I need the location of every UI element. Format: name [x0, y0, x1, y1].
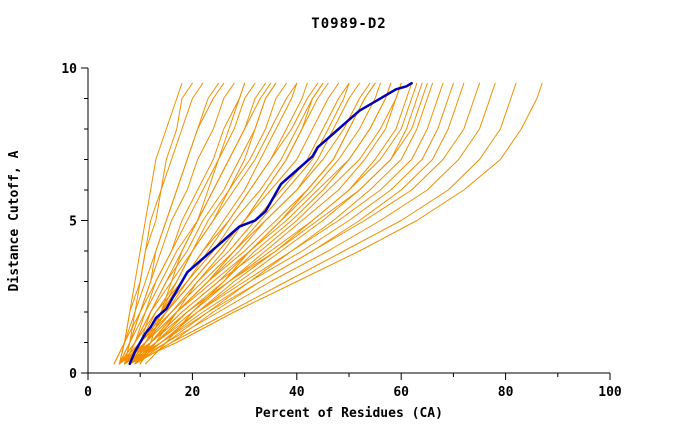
model-line	[118, 82, 428, 365]
x-axis-label: Percent of Residues (CA)	[255, 406, 443, 421]
chart-title: T0989-D2	[311, 16, 386, 32]
x-tick-label: 100	[598, 385, 622, 400]
model-line	[118, 82, 298, 365]
model-line	[118, 82, 319, 365]
model-line	[118, 82, 204, 365]
x-tick-label: 60	[393, 385, 409, 400]
model-line	[129, 82, 423, 365]
model-line	[134, 82, 465, 365]
model-line	[134, 82, 277, 365]
model-line	[124, 82, 402, 365]
y-axis-label: Distance Cutoff, A	[7, 150, 22, 291]
model-line	[118, 82, 392, 365]
model-line	[124, 82, 193, 365]
model-line	[124, 82, 480, 365]
x-tick-label: 40	[289, 385, 305, 400]
model-line	[139, 82, 324, 365]
model-line	[118, 82, 340, 365]
y-tick-label: 5	[69, 215, 77, 230]
model-line	[129, 82, 543, 365]
model-line	[134, 82, 434, 365]
model-line	[113, 82, 225, 365]
model-line	[129, 82, 496, 365]
x-tick-label: 0	[84, 385, 92, 400]
model-line	[139, 82, 246, 365]
model-line	[118, 82, 235, 365]
plot-area: 0 20 40 60 80 100 0 5 10	[61, 62, 622, 400]
highlight-line	[128, 82, 413, 366]
y-tick-label: 10	[61, 62, 77, 77]
model-line	[144, 82, 376, 365]
x-tick-label: 20	[185, 385, 201, 400]
model-line	[129, 82, 402, 365]
model-line	[124, 82, 246, 365]
model-line	[129, 82, 454, 365]
model-line	[113, 82, 256, 365]
y-tick-label: 0	[69, 367, 77, 382]
model-line	[134, 82, 517, 365]
x-tick-label: 80	[498, 385, 514, 400]
